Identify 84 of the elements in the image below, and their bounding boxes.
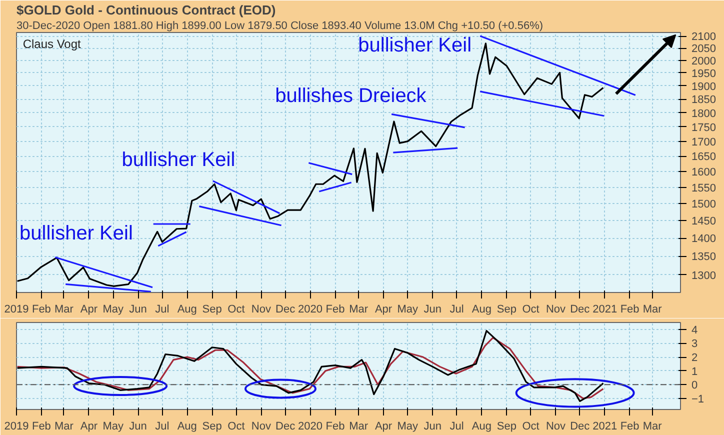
y-tick-label: 1500	[692, 198, 716, 211]
x-tick-label: Nov	[251, 420, 272, 432]
text: 30-Dec-2020 Open 1881.80 High 1899.00 Low 1879.50 Close 1893.40 Volume 13.0M Chg +10.50 (+0.56%)	[16, 20, 544, 32]
y-tick-label: 2050	[692, 43, 716, 56]
annotation: bullisher Keil	[358, 34, 472, 56]
x-tick-label: Aug	[177, 304, 197, 316]
chart-title: $GOLD Gold - Continuous Contract (EOD)	[16, 2, 276, 18]
y-tick-label: −1	[692, 393, 704, 406]
y-tick-label: 1350	[692, 251, 716, 264]
x-tick-label: Mar	[54, 420, 74, 432]
x-tick-label: Jun	[129, 304, 147, 316]
x-tick-label: Nov	[546, 420, 566, 432]
x-tick-label: Dec	[276, 304, 296, 316]
y-tick-label: 1400	[692, 233, 716, 246]
x-tick-label: Apr	[80, 304, 98, 316]
x-tick-label: 2020	[298, 304, 323, 316]
x-tick-label: Oct	[228, 304, 245, 316]
y-tick-label: 0	[692, 380, 698, 392]
x-tick-label: Dec	[276, 420, 296, 432]
x-tick-label: Sep	[496, 304, 516, 316]
x-tick-label: Oct	[522, 304, 540, 316]
y-tick-label: 1900	[692, 80, 716, 93]
x-tick-label: Mar	[642, 304, 662, 316]
x-tick-label: 2021	[592, 420, 618, 432]
x-tick-label: Feb	[620, 420, 640, 432]
x-tick-label: May	[102, 420, 124, 432]
x-tick-label: Mar	[349, 304, 368, 316]
x-tick-label: 2021	[592, 304, 618, 316]
x-tick-label: Feb	[326, 304, 345, 316]
x-tick-label: Mar	[54, 304, 74, 316]
y-tick-label: 2100	[692, 31, 716, 44]
y-tick-label: 1	[692, 366, 698, 378]
y-tick-label: 1850	[692, 94, 716, 106]
x-tick-label: Dec	[570, 304, 590, 316]
x-tick-label: Jul	[155, 420, 170, 432]
x-tick-label: Jul	[450, 304, 464, 316]
x-tick-label: Nov	[546, 304, 566, 316]
x-tick-label: 2020	[298, 420, 323, 432]
x-tick-label: 2019	[4, 420, 29, 432]
x-tick-label: Apr	[80, 420, 98, 432]
x-tick-label: Sep	[202, 420, 222, 432]
x-tick-label: Feb	[32, 420, 51, 432]
y-tick-label: 1600	[692, 166, 716, 179]
x-tick-label: May	[397, 304, 419, 316]
x-tick-label: Feb	[620, 304, 640, 316]
x-tick-label: Dec	[570, 420, 590, 432]
y-tick-label: 2000	[692, 55, 716, 68]
y-tick-label: 1750	[692, 122, 716, 134]
y-tick-label: 3	[692, 338, 698, 350]
x-tick-label: Jul	[450, 420, 464, 432]
x-tick-label: 2019	[4, 304, 29, 316]
x-tick-label: Aug	[472, 304, 492, 316]
x-tick-label: Oct	[522, 420, 540, 432]
x-tick-label: Mar	[642, 420, 662, 432]
x-tick-label: Jun	[424, 304, 442, 316]
annotation: bullisher Keil	[122, 149, 236, 172]
y-tick-label: 1650	[692, 151, 716, 164]
annotation: Claus Vogt	[22, 37, 82, 52]
x-tick-label: Jun	[129, 420, 147, 432]
x-tick-label: Sep	[202, 304, 222, 316]
x-tick-label: Aug	[472, 420, 492, 432]
y-tick-label: 4	[692, 324, 698, 336]
y-tick-label: 1700	[692, 136, 716, 148]
x-tick-label: Sep	[496, 420, 516, 432]
y-tick-label: 1300	[692, 270, 716, 282]
x-tick-label: May	[102, 304, 124, 316]
annotation: bullishes Dreieck	[275, 85, 428, 108]
y-tick-label: 1550	[692, 182, 716, 194]
x-tick-label: Feb	[32, 304, 51, 316]
y-tick-label: 1450	[692, 216, 716, 228]
x-tick-label: Jun	[424, 420, 442, 432]
x-tick-label: Feb	[326, 420, 345, 432]
y-tick-label: 1950	[692, 68, 716, 80]
x-tick-label: Apr	[374, 420, 392, 432]
x-tick-label: Apr	[374, 304, 392, 316]
x-tick-label: May	[397, 420, 419, 432]
x-tick-label: Nov	[251, 304, 272, 316]
y-tick-label: 2	[692, 352, 698, 364]
x-tick-label: Aug	[177, 420, 197, 432]
x-tick-label: Jul	[155, 304, 170, 316]
x-tick-label: Mar	[349, 420, 368, 432]
x-tick-label: Oct	[228, 420, 245, 432]
annotation: bullisher Keil	[20, 222, 133, 244]
y-tick-label: 1800	[692, 108, 716, 120]
